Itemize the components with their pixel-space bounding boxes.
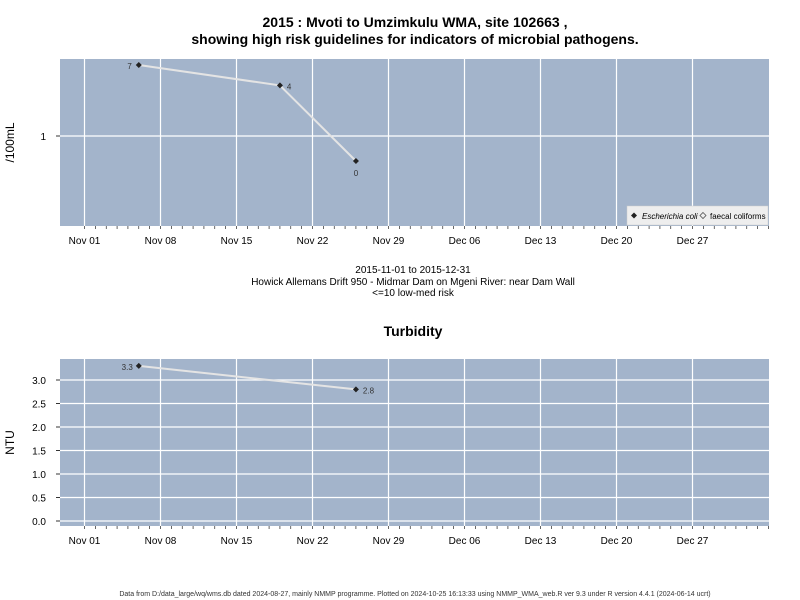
y-axis-label: NTU (3, 430, 17, 455)
legend-entry-ecoli: Escherichia coli (642, 212, 698, 221)
x-tick-label: Nov 15 (221, 536, 253, 547)
data-label: 3.3 (122, 363, 134, 372)
x-tick-label: Nov 29 (373, 236, 405, 247)
data-label: 4 (287, 82, 292, 91)
data-label: 2.8 (363, 386, 375, 395)
caption-risk: <=10 low-med risk (372, 288, 455, 299)
plot-background (60, 359, 769, 526)
y-tick-label: 1.5 (32, 447, 46, 458)
x-tick-label: Nov 22 (297, 536, 329, 547)
series-line (138, 364, 357, 391)
data-label: 7 (127, 62, 132, 71)
x-tick-label: Nov 29 (373, 536, 405, 547)
y-tick-label: 0.5 (32, 494, 46, 505)
data-point (135, 362, 142, 369)
caption-date-range: 2015-11-01 to 2015-12-31 (355, 265, 471, 276)
caption-site: Howick Allemans Drift 950 - Midmar Dam o… (251, 277, 575, 288)
chart-title-line1: 2015 : Mvoti to Umzimkulu WMA, site 1026… (263, 14, 568, 30)
x-tick-label: Nov 15 (221, 236, 253, 247)
y-tick-label: 2.0 (32, 423, 46, 434)
plot-background (60, 59, 769, 226)
y-axis-label: /100mL (3, 122, 17, 162)
x-tick-label: Nov 08 (145, 236, 177, 247)
data-point (276, 82, 283, 89)
legend-marker-faecal (699, 211, 707, 220)
turbidity-panel: Turbidity Nov 01 Nov 08 Nov 15 Nov 22 Nov 29 D… (3, 323, 769, 547)
x-tick-label: Dec 13 (525, 236, 557, 247)
x-tick-label: Dec 06 (449, 236, 481, 247)
x-tick-label: Nov 22 (297, 236, 329, 247)
data-point (352, 386, 359, 393)
x-tick-label: Dec 13 (525, 536, 557, 547)
x-tick-label: Dec 06 (449, 536, 481, 547)
y-tick-label: 3.0 (32, 376, 46, 387)
y-tick-label: 1 (40, 132, 46, 143)
turbidity-title: Turbidity (384, 323, 443, 339)
legend-marker-ecoli (631, 212, 637, 219)
data-point (352, 158, 359, 164)
legend-entry-faecal: faecal coliforms (710, 212, 766, 221)
x-tick-label: Nov 08 (145, 536, 177, 547)
y-tick-label: 0.0 (32, 517, 46, 528)
y-tick-label: 1.0 (32, 470, 46, 481)
x-tick-label: Dec 27 (677, 236, 709, 247)
chart-title-line2: showing high risk guidelines for indicat… (191, 31, 638, 47)
x-tick-label: Nov 01 (69, 536, 101, 547)
data-point (135, 62, 142, 68)
x-tick-label: Dec 27 (677, 536, 709, 547)
x-tick-label: Dec 20 (601, 536, 633, 547)
y-tick-label: 2.5 (32, 400, 46, 411)
legend-box (626, 205, 769, 226)
x-tick-label: Nov 01 (69, 236, 101, 247)
x-tick-label: Dec 20 (601, 236, 633, 247)
footer-source-note: Data from D:/data_large/wq/wms.db dated … (119, 591, 710, 598)
data-label: 0 (354, 169, 359, 178)
ecoli-panel: Nov 01 Nov 08 Nov 15 Nov 22 Nov 29 Dec 06 Dec … (3, 59, 769, 247)
